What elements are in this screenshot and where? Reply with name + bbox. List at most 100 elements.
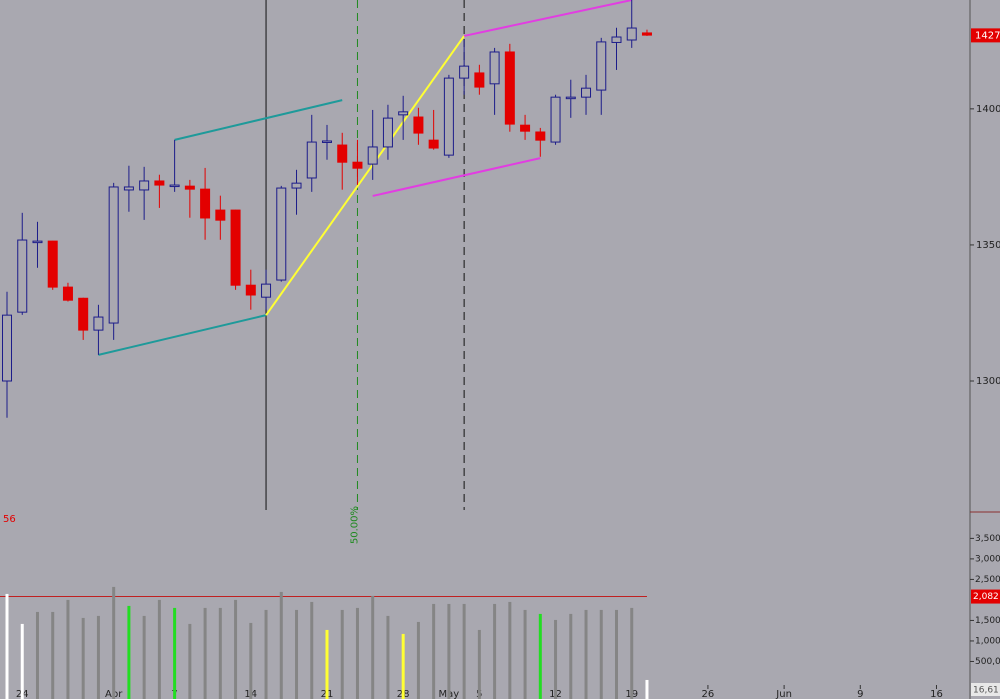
candle-body <box>504 51 515 125</box>
volume-bar <box>630 607 634 699</box>
candle-body <box>184 185 195 190</box>
candle-body <box>443 77 454 156</box>
candle-body <box>154 180 165 186</box>
volume-bar <box>355 607 359 699</box>
candle-body <box>139 180 150 191</box>
candle-body <box>62 286 73 301</box>
volume-bar <box>416 621 420 699</box>
volume-bar <box>614 609 618 699</box>
volume-bar <box>523 609 527 699</box>
volume-bar <box>462 603 466 699</box>
volume-bar <box>477 629 481 699</box>
candle-body <box>535 131 546 141</box>
candle-body <box>215 209 226 221</box>
candle-body <box>245 284 256 296</box>
trendline <box>372 157 541 197</box>
candle-body <box>413 116 424 134</box>
candle-body <box>306 141 317 179</box>
volume-bar <box>264 609 268 699</box>
y-tick-label: 1400. <box>976 104 1000 115</box>
vertical-line-label: 50.00% <box>349 506 360 544</box>
candle-body <box>352 161 363 169</box>
volume-bar <box>569 613 573 699</box>
volume-bar <box>81 617 85 699</box>
volume-bar <box>386 615 390 699</box>
volume-bar <box>432 603 436 699</box>
candle-body <box>581 87 592 98</box>
volume-bar <box>203 607 207 699</box>
candle-body <box>641 32 652 36</box>
volume-y-tick-label: 1,000 <box>975 636 1000 646</box>
candle-body <box>520 124 531 132</box>
volume-bar <box>218 607 222 699</box>
candle-body <box>596 41 607 91</box>
volume-y-tick-label: 2,500 <box>975 575 1000 585</box>
candle-body <box>367 146 378 165</box>
volume-bar <box>538 613 542 699</box>
candle-body <box>17 239 28 313</box>
x-tick-label: Jun <box>775 689 792 699</box>
candle-body <box>93 316 104 331</box>
volume-reference-label: 2,082 <box>973 592 999 602</box>
candle-body <box>626 27 637 41</box>
volume-bar <box>66 599 70 699</box>
candle-body <box>550 96 561 143</box>
volume-bar <box>5 593 9 699</box>
trendline <box>174 99 343 141</box>
volume-panel-label: 56 <box>3 514 16 525</box>
trendline <box>265 35 465 316</box>
candle-body <box>230 209 241 286</box>
candle-body <box>108 186 119 324</box>
candle-body <box>321 140 332 143</box>
trendline <box>463 0 632 37</box>
volume-bar <box>173 607 177 699</box>
y-tick-label: 1300. <box>976 376 1000 387</box>
volume-bar <box>584 609 588 699</box>
candle-body <box>337 144 348 163</box>
y-tick-label: 1350. <box>976 240 1000 251</box>
volume-bar <box>188 623 192 699</box>
volume-bar <box>340 609 344 699</box>
volume-bar <box>325 629 329 699</box>
volume-bar <box>127 605 131 699</box>
candle-body <box>169 184 180 188</box>
volume-y-tick-label: 1,500 <box>975 616 1000 626</box>
volume-bar <box>51 611 55 699</box>
volume-bar <box>599 609 603 699</box>
candle-body <box>489 51 500 85</box>
volume-bar <box>96 615 100 699</box>
volume-last-label: 16,61 <box>973 686 999 696</box>
candle-body <box>398 111 409 116</box>
candle-body <box>2 314 13 382</box>
volume-bar <box>310 601 314 699</box>
volume-bar <box>20 623 24 699</box>
x-tick-label: 26 <box>702 689 715 699</box>
trendline <box>98 314 267 356</box>
volume-last-box <box>971 683 1000 696</box>
volume-bar <box>554 619 558 699</box>
volume-bar <box>493 603 497 699</box>
candle-body <box>428 139 439 149</box>
volume-bar <box>447 603 451 699</box>
volume-bar <box>249 622 253 699</box>
candle-body <box>32 240 43 244</box>
candle-body <box>78 297 89 331</box>
volume-bar <box>279 591 283 699</box>
candle-body <box>611 36 622 43</box>
candle-body <box>565 96 576 100</box>
volume-bar <box>295 609 299 699</box>
volume-y-tick-label: 500,0 <box>975 657 1000 667</box>
volume-bar <box>35 611 39 699</box>
volume-bar <box>401 633 405 699</box>
candle-body <box>261 283 272 298</box>
volume-bar <box>157 599 161 699</box>
volume-bar <box>112 586 116 699</box>
candle-body <box>474 72 485 88</box>
volume-bar <box>234 599 238 699</box>
volume-reference-box <box>971 589 1000 604</box>
volume-bar <box>645 679 649 699</box>
candle-body <box>123 186 134 191</box>
candle-body <box>291 182 302 189</box>
